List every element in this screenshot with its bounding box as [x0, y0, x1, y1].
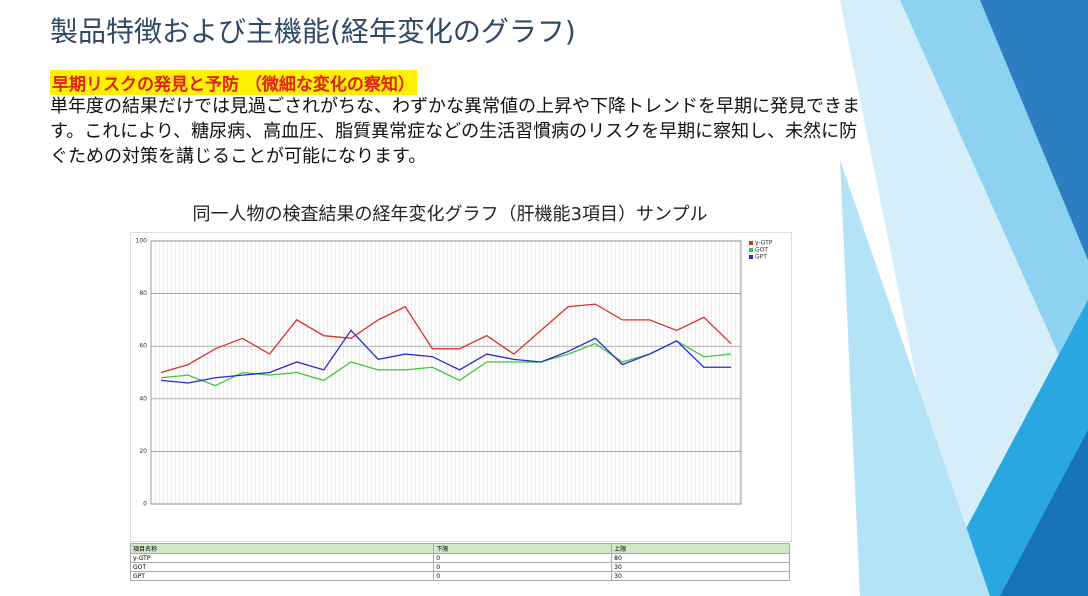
- plot-area: [150, 240, 742, 505]
- table-cell: γ-GTP: [129, 553, 435, 563]
- y-tick-label: 40: [139, 395, 147, 402]
- y-tick-label: 100: [136, 238, 148, 245]
- y-tick-label: 80: [139, 290, 147, 297]
- legend-label: GOT: [755, 247, 768, 254]
- legend-swatch: [749, 241, 753, 245]
- title: 製品特徴および主機能(経年変化のグラフ): [50, 15, 576, 48]
- table-cell: 80: [611, 553, 790, 563]
- table-cell: 30: [611, 571, 790, 581]
- y-tick-label: 0: [143, 501, 147, 508]
- table-header: 下限: [433, 543, 613, 554]
- y-tick-label: 60: [139, 343, 147, 350]
- legend-label: γ-GTP: [755, 240, 773, 247]
- chart-title: 同一人物の検査結果の経年変化グラフ（肝機能3項目）サンプル: [192, 204, 708, 225]
- table-cell: 30: [611, 562, 790, 572]
- table-header: 上限: [611, 543, 790, 554]
- legend-label: GPT: [755, 254, 767, 261]
- table-header: 項目名称: [129, 543, 435, 554]
- legend-swatch: [749, 248, 753, 252]
- series-line: [160, 329, 731, 384]
- series-line: [160, 303, 732, 374]
- table-cell: GPT: [129, 571, 435, 581]
- y-tick-label: 20: [139, 448, 147, 455]
- table-cell: 0: [433, 562, 613, 572]
- legend-swatch: [749, 255, 753, 259]
- heading: 早期リスクの発見と予防 （微細な変化の察知）: [50, 70, 417, 95]
- table-cell: 0: [433, 571, 613, 581]
- table-cell: 0: [433, 553, 613, 563]
- body-text: 単年度の結果だけでは見過ごされがちな、わずかな異常値の上昇や下降トレンドを早期に…: [50, 96, 860, 167]
- data-table: 項目名称 下限 上限 γ-GTP 0 80 GOT 0 30 GPT 0 30: [129, 543, 790, 581]
- table-cell: GOT: [129, 562, 435, 572]
